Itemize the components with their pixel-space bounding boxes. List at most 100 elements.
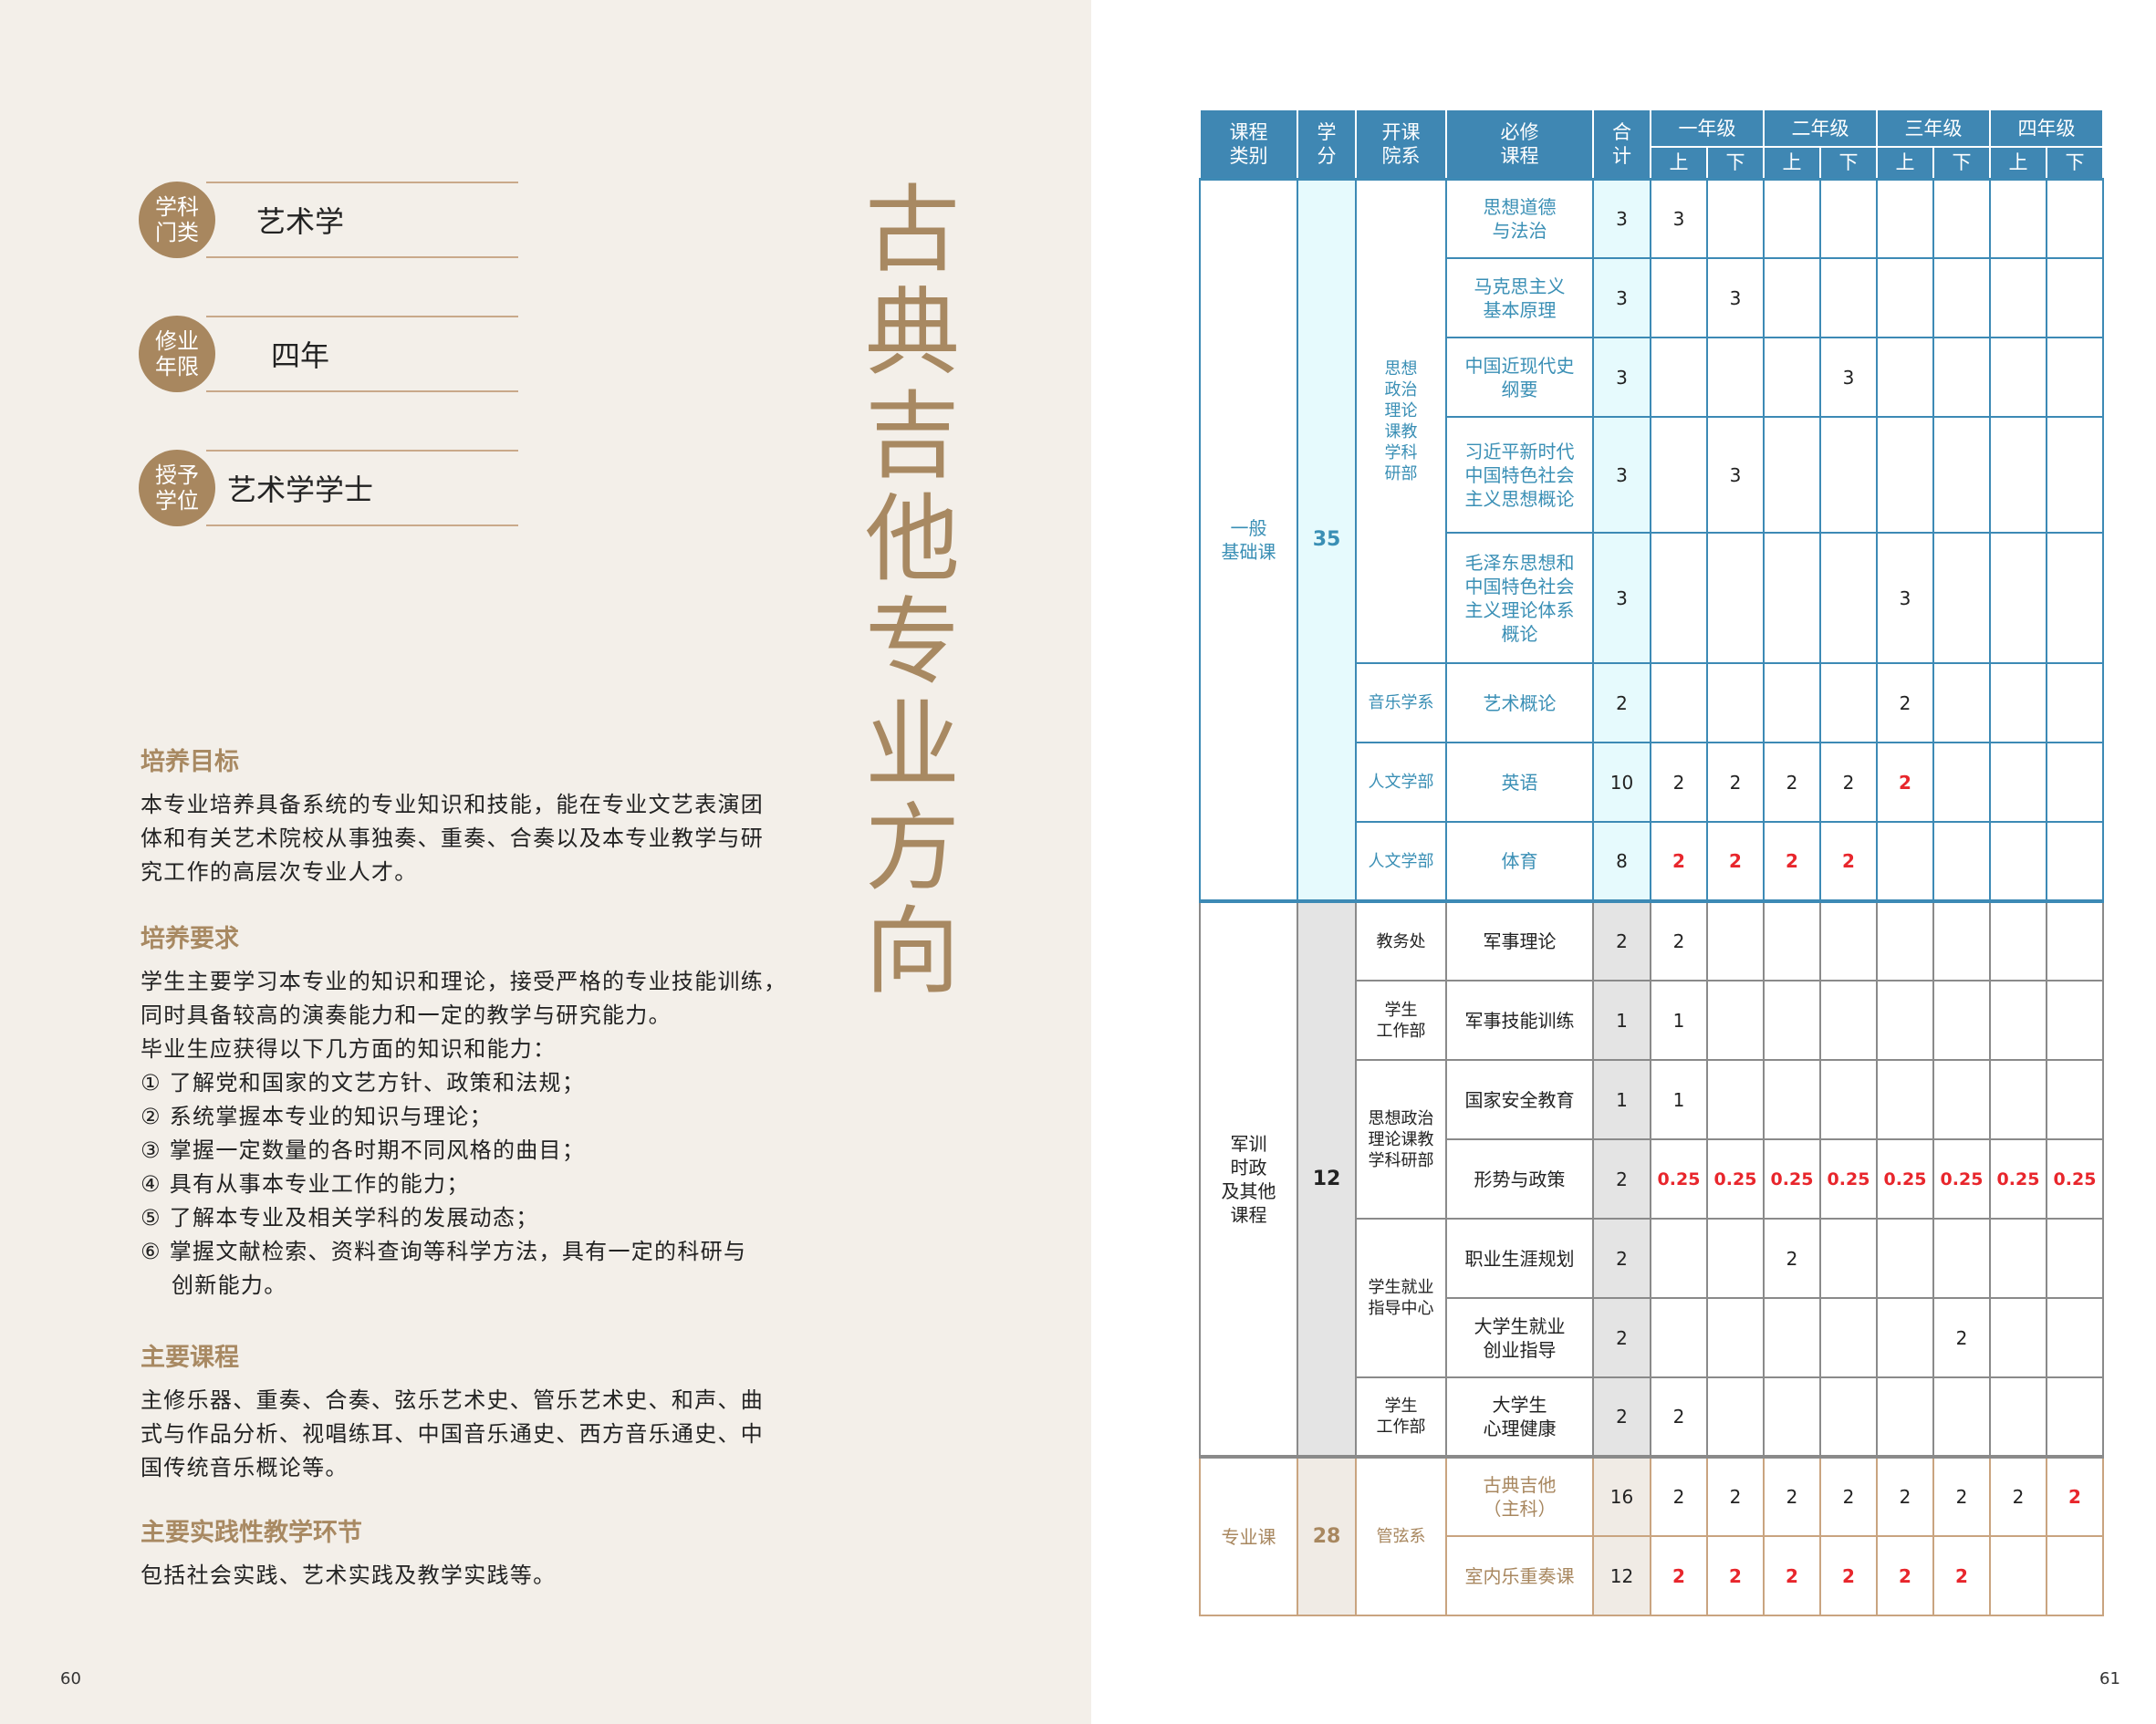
divider [206, 256, 518, 258]
table-row: 思想政治 理论课教 学科研部 国家安全教育 1 1 [1200, 1059, 2104, 1220]
semester-cell [2046, 177, 2104, 259]
department-cell: 学生 工作部 [1355, 1376, 1447, 1458]
semester-cell: 2 [1706, 1535, 1765, 1616]
semester-cell [1989, 532, 2047, 664]
course-cell: 军事理论 [1445, 899, 1594, 981]
body-line: ② 系统掌握本专业的知识与理论； [141, 1104, 493, 1129]
semester-cell [1763, 416, 1821, 534]
semester-cell [1763, 899, 1821, 981]
semester-cell: 2 [1819, 821, 1878, 902]
semester-cell [1763, 1376, 1821, 1458]
body-line: ③ 掌握一定数量的各时期不同风格的曲目； [141, 1137, 586, 1163]
semester-cell [1932, 1376, 1991, 1458]
semester-cell [1932, 980, 1991, 1061]
total-cell: 3 [1592, 532, 1651, 664]
semester-cell: 2 [1819, 742, 1878, 823]
department-cell: 人文学部 [1355, 821, 1447, 902]
course-cell: 军事技能训练 [1445, 980, 1594, 1061]
header-row: 课程 类别 学 分 开课 院系 必修 课程 合 计 一年级 二年级 三年级 四年… [1199, 109, 2104, 180]
course-cell: 中国近现代史 纲要 [1445, 337, 1594, 418]
body-line: 包括社会实践、艺术实践及教学实践等。 [141, 1563, 557, 1588]
course-cell: 古典吉他 （主科） [1445, 1455, 1594, 1537]
semester-cell [1989, 416, 2047, 534]
section-practice: 主要实践性教学环节 包括社会实践、艺术实践及教学实践等。 [141, 1517, 779, 1593]
semester-cell [1763, 980, 1821, 1061]
category-cell: 军训 时政 及其他 课程 [1199, 899, 1298, 1458]
badge-label: 授予 学位 [139, 450, 215, 526]
semester-cell [1819, 1376, 1878, 1458]
semester-cell [1989, 1218, 2047, 1299]
semester-cell: 2 [1819, 1455, 1878, 1537]
table-row: 人文学部 英语 10 2 2 2 2 2 [1200, 742, 2104, 823]
semester-cell [2046, 1297, 2104, 1378]
title-char: 向 [864, 896, 960, 1007]
semester-cell [1819, 177, 1878, 259]
semester-cell [1932, 532, 1991, 664]
semester-cell [1819, 1218, 1878, 1299]
semester-cell [1989, 1376, 2047, 1458]
department-cell: 思想 政治 理论 课教 学科 研部 [1355, 177, 1447, 664]
curriculum-table: 课程 类别 学 分 开课 院系 必修 课程 合 计 一年级 二年级 三年级 四年… [1199, 109, 2104, 1616]
semester-cell: 0.25 [1706, 1138, 1765, 1220]
body-line: ④ 具有从事本专业工作的能力； [141, 1171, 470, 1197]
badge-value: 艺术学 [255, 204, 344, 239]
total-cell: 8 [1592, 821, 1651, 902]
semester-cell [1989, 662, 2047, 743]
header-term: 上 [1763, 146, 1821, 180]
body-line: 学生主要学习本专业的知识和理论，接受严格的专业技能训练， [141, 969, 787, 994]
table-row: 中国近现代史 纲要 3 3 [1200, 337, 2104, 418]
semester-cell [1876, 177, 1934, 259]
semester-cell: 2 [1706, 742, 1765, 823]
credits-cell: 12 [1297, 899, 1357, 1458]
total-cell: 3 [1592, 337, 1651, 418]
semester-cell: 2 [1932, 1535, 1991, 1616]
total-cell: 16 [1592, 1455, 1651, 1537]
header-term: 上 [1650, 146, 1708, 180]
semester-cell [1650, 257, 1708, 338]
department-cell: 人文学部 [1355, 742, 1447, 823]
semester-cell [2046, 1218, 2104, 1299]
total-cell: 2 [1592, 1218, 1651, 1299]
semester-cell [2046, 821, 2104, 902]
semester-cell [1876, 1376, 1934, 1458]
semester-cell [1989, 1297, 2047, 1378]
course-cell: 马克思主义 基本原理 [1445, 257, 1594, 338]
header-grade-2: 二年级 [1763, 109, 1878, 148]
semester-cell [1876, 257, 1934, 338]
semester-cell: 2 [1706, 821, 1765, 902]
header-grade-3: 三年级 [1876, 109, 1991, 148]
badge-label: 学科 门类 [139, 182, 215, 258]
semester-cell [2046, 742, 2104, 823]
course-cell: 体育 [1445, 821, 1594, 902]
semester-cell [1763, 257, 1821, 338]
table-row: 专业课 28 管弦系 古典吉他 （主科） 16 2 2 2 2 2 2 2 2 [1199, 1455, 2104, 1616]
divider [206, 182, 518, 183]
badge-value: 四年 [270, 338, 329, 373]
divider [206, 316, 518, 317]
total-cell: 2 [1592, 899, 1651, 981]
semester-cell: 2 [1650, 742, 1708, 823]
semester-cell [1763, 662, 1821, 743]
semester-cell [1763, 532, 1821, 664]
table-row: 马克思主义 基本原理 3 3 [1200, 257, 2104, 338]
semester-cell: 2 [2046, 1455, 2104, 1537]
badge-duration: 修业 年限 四年 [139, 316, 518, 392]
course-cell: 思想道德 与法治 [1445, 177, 1594, 259]
semester-cell [1932, 899, 1991, 981]
header-grade-4: 四年级 [1989, 109, 2104, 148]
semester-cell [1932, 257, 1991, 338]
header-course: 必修 课程 [1445, 109, 1594, 180]
semester-cell [1932, 177, 1991, 259]
section-heading: 培养目标 [141, 748, 239, 776]
semester-cell: 2 [1819, 1535, 1878, 1616]
badge-value: 艺术学学士 [226, 473, 373, 507]
semester-cell [1932, 742, 1991, 823]
header-term-row: 上 下 上 下 上 下 上 下 [1200, 146, 2104, 180]
semester-cell [1763, 337, 1821, 418]
semester-cell: 3 [1819, 337, 1878, 418]
course-cell: 大学生就业 创业指导 [1445, 1297, 1594, 1378]
left-page: 学科 门类 艺术学 修业 年限 四年 授予 学位 艺术学学士 古典吉他专业方向 … [0, 0, 1091, 1724]
badge-discipline: 学科 门类 艺术学 [139, 182, 518, 258]
semester-cell [1989, 899, 2047, 981]
course-cell: 毛泽东思想和 中国特色社会 主义理论体系 概论 [1445, 532, 1594, 664]
